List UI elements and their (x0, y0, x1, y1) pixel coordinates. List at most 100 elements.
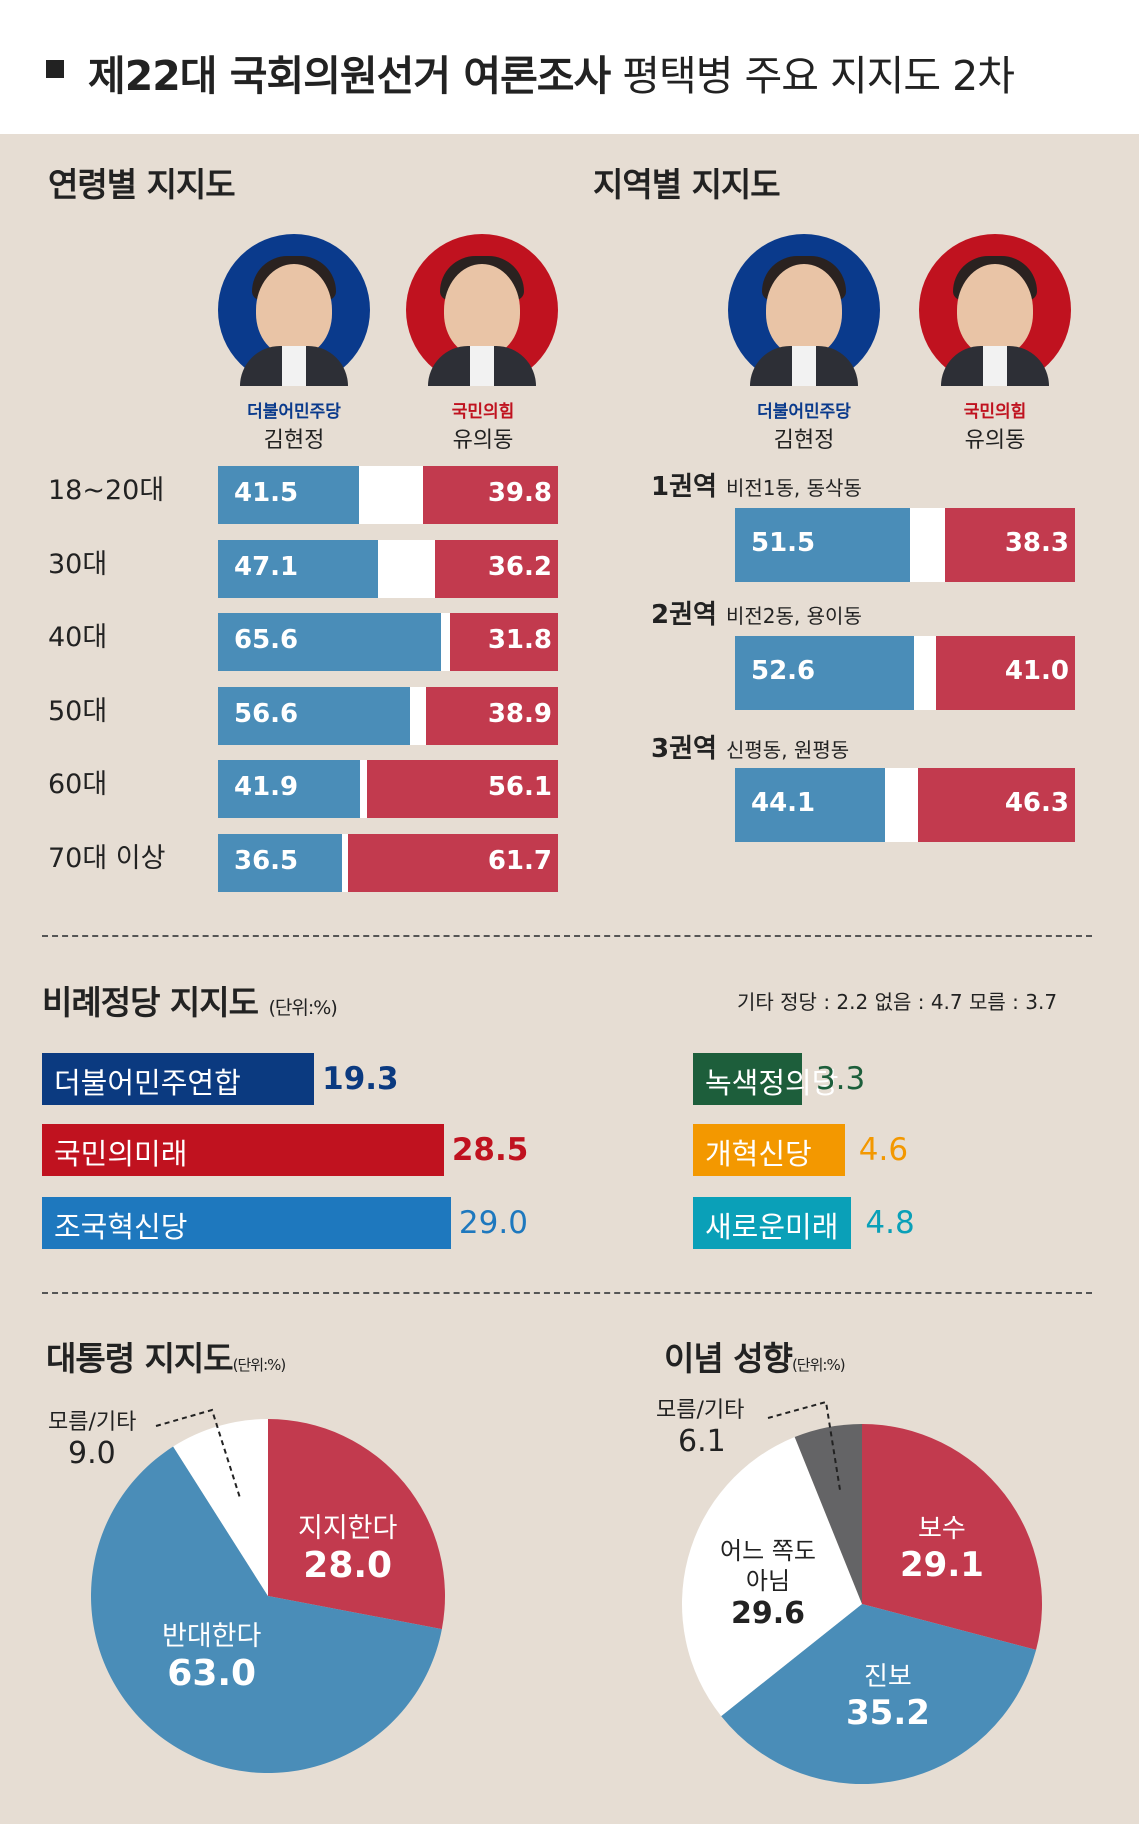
bar-value-b: 41.0 (1004, 656, 1069, 686)
age-category-label: 40대 (48, 622, 108, 653)
bar-candidate-a: 51.5 (735, 508, 911, 582)
party-bar: 개혁신당 (693, 1124, 845, 1176)
party-value: 4.6 (858, 1132, 909, 1168)
bar-candidate-a: 44.1 (735, 768, 885, 842)
candidate-a-photo (218, 234, 370, 386)
region-section-title: 지역별 지지도 (593, 165, 781, 204)
bar-value-a: 36.5 (234, 845, 299, 876)
candidate-b-party: 국민의힘 (451, 402, 515, 422)
pr-section-title: 비례정당 지지도 (단위:%) (42, 976, 338, 1024)
bar-candidate-b: 56.1 (367, 760, 558, 818)
divider (42, 935, 1092, 937)
president-section-title: 대통령 지지도(단위:%) (46, 1332, 287, 1380)
region-name: 1권역 (651, 472, 717, 502)
bar-value-b: 38.9 (487, 698, 552, 729)
pie-label-value: 9.0 (68, 1436, 116, 1471)
bar-value-a: 51.5 (751, 528, 816, 558)
bar-value-a: 41.5 (234, 478, 299, 508)
pie-label-oppose: 반대한다 63.0 (162, 1614, 261, 1694)
pr-other-note: 기타 정당 : 2.2 없음 : 4.7 모름 : 3.7 (737, 990, 1058, 1014)
party-name: 국민의미래 (54, 1137, 188, 1171)
candidate-a-photo-region (728, 234, 880, 386)
bar-value-a: 56.6 (234, 698, 299, 729)
bar-value-a: 44.1 (751, 788, 816, 818)
party-bar: 더불어민주연합 (42, 1053, 315, 1105)
candidate-b-photo-region (919, 234, 1071, 386)
party-value: 29.0 (458, 1205, 528, 1241)
pie-label-name: 보수 (918, 1514, 966, 1544)
header: 제22대 국회의원선거 여론조사 평택병 주요 지지도 2차 (0, 0, 1139, 134)
bar-value-a: 65.6 (234, 625, 299, 655)
president-title-text: 대통령 지지도 (46, 1339, 234, 1378)
bar-value-b: 31.8 (487, 625, 552, 655)
pie-label-support: 지지한다 28.0 (298, 1506, 397, 1586)
divider (42, 1292, 1092, 1294)
leader-line (155, 1408, 241, 1499)
region-label: 1권역 비전1동, 동삭동 (651, 466, 862, 503)
bar-candidate-b: 39.8 (422, 466, 558, 524)
pie-label-other: 모름/기타 9.0 (48, 1404, 136, 1471)
bar-candidate-b: 31.8 (449, 613, 558, 671)
region-label: 2권역 비전2동, 용이동 (651, 594, 862, 631)
bar-value-b: 36.2 (487, 551, 552, 582)
bar-value-b: 46.3 (1004, 788, 1069, 818)
candidate-a-party: 더불어민주당 (247, 402, 341, 422)
bar-candidate-b: 61.7 (348, 833, 558, 892)
bar-value-a: 47.1 (234, 551, 299, 582)
candidate-a-name-region: 김현정 (773, 428, 835, 453)
pie-label-value: 63.0 (167, 1653, 257, 1694)
party-bar: 녹색정의당 (693, 1053, 838, 1105)
candidate-b-party-region: 국민의힘 (963, 402, 1027, 422)
president-unit: (단위:%) (232, 1356, 287, 1374)
pie-label-name: 진보 (864, 1662, 912, 1692)
region-name: 3권역 (651, 734, 717, 764)
pie-label-conservative: 보수 29.1 (900, 1508, 984, 1585)
bar-candidate-b: 46.3 (917, 768, 1075, 842)
pie-label-name: 모름/기타 (48, 1410, 137, 1435)
candidate-a-name: 김현정 (263, 428, 325, 453)
age-category-label: 30대 (48, 548, 108, 580)
candidate-b-name-region: 유의동 (964, 428, 1026, 453)
bar-value-b: 39.8 (487, 478, 552, 508)
age-section-title: 연령별 지지도 (48, 165, 236, 204)
bullet-square-icon (46, 60, 64, 78)
region-sub: 신평동, 원평동 (726, 738, 850, 762)
region-sub: 비전2동, 용이동 (726, 604, 862, 628)
page-title: 제22대 국회의원선거 여론조사 평택병 주요 지지도 2차 (88, 42, 1015, 102)
party-bar: 국민의미래 (42, 1124, 444, 1176)
age-category-label: 60대 (48, 769, 108, 800)
bar-candidate-b: 38.3 (944, 508, 1075, 582)
age-category-label: 18~20대 (48, 475, 165, 506)
pie-label-value: 6.1 (678, 1424, 726, 1459)
pie-label-value: 29.6 (730, 1596, 805, 1631)
age-category-label: 50대 (48, 695, 108, 727)
bar-candidate-b: 38.9 (425, 686, 558, 745)
bar-value-b: 56.1 (487, 772, 552, 802)
pie-slice (173, 1418, 268, 1596)
pr-title-text: 비례정당 지지도 (42, 983, 259, 1022)
region-sub: 비전1동, 동삭동 (726, 476, 862, 500)
bar-value-b: 61.7 (487, 845, 552, 876)
age-category-label: 70대 이상 (48, 842, 166, 874)
region-name: 2권역 (651, 600, 717, 630)
party-bar: 조국혁신당 (42, 1197, 451, 1249)
ideology-section-title: 이념 성향(단위:%) (664, 1332, 846, 1380)
pr-unit: (단위:%) (268, 997, 338, 1019)
bar-candidate-a: 65.6 (218, 613, 442, 671)
ideology-unit: (단위:%) (791, 1356, 846, 1374)
pie-label-neither: 어느 쪽도 아님 29.6 (720, 1536, 816, 1631)
bar-candidate-a: 36.5 (218, 833, 343, 892)
bar-value-b: 38.3 (1004, 528, 1069, 558)
bar-candidate-a: 47.1 (218, 539, 379, 598)
bar-candidate-a: 41.5 (218, 466, 360, 524)
pie-label-name: 어느 쪽도 아님 (720, 1537, 816, 1595)
party-value: 3.3 (815, 1061, 866, 1097)
title-bold: 제22대 국회의원선거 여론조사 (88, 52, 611, 100)
bar-candidate-a: 41.9 (218, 760, 361, 818)
candidate-a-party-region: 더불어민주당 (757, 402, 851, 422)
pie-label-value: 28.0 (303, 1545, 393, 1586)
title-rest: 평택병 주요 지지도 2차 (610, 52, 1015, 100)
party-name: 더불어민주연합 (54, 1066, 241, 1100)
candidate-b-photo (406, 234, 558, 386)
bar-candidate-a: 52.6 (735, 636, 914, 710)
